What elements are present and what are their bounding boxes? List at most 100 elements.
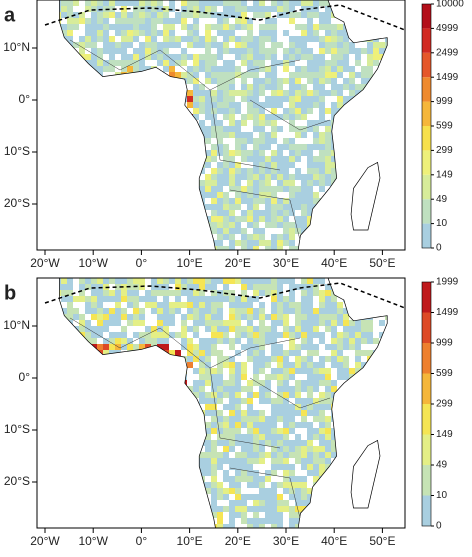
heat-cell: [151, 500, 157, 506]
borders: [69, 317, 331, 519]
heat-cell: [145, 96, 151, 102]
heat-cell: [301, 356, 307, 362]
heat-cell: [307, 512, 313, 518]
heat-cell: [151, 368, 157, 374]
heat-cell: [139, 380, 145, 386]
heat-cell: [379, 392, 385, 398]
heat-cell: [67, 126, 73, 132]
heat-cell: [253, 210, 259, 216]
x-tick-label: 20°E: [225, 256, 251, 270]
heat-cell: [103, 204, 109, 210]
heat-cell: [325, 162, 331, 168]
heat-cell: [331, 344, 337, 350]
heat-cell: [397, 60, 403, 66]
heat-cell: [319, 150, 325, 156]
heat-cell: [91, 126, 97, 132]
heat-cell: [121, 210, 127, 216]
heat-cell: [205, 374, 211, 380]
heat-cell: [319, 332, 325, 338]
heat-cell: [157, 350, 163, 356]
heat-cell: [295, 108, 301, 114]
heat-cell: [349, 398, 355, 404]
heat-cell: [349, 180, 355, 186]
heat-cell: [325, 108, 331, 114]
heat-cell: [271, 494, 277, 500]
heat-cell: [187, 398, 193, 404]
heat-cell: [397, 42, 403, 48]
heat-cell: [379, 96, 385, 102]
heat-cell: [175, 120, 181, 126]
heat-cell: [169, 66, 175, 72]
heat-cell: [175, 362, 181, 368]
heat-cell: [265, 168, 271, 174]
heat-cell: [199, 386, 205, 392]
heat-cell: [295, 356, 301, 362]
heat-cell: [73, 204, 79, 210]
heat-cell: [187, 308, 193, 314]
heat-cell: [37, 296, 43, 302]
heat-cell: [217, 120, 223, 126]
heat-cell: [85, 102, 91, 108]
heat-cell: [379, 446, 385, 452]
heat-cell: [175, 296, 181, 302]
heat-cell: [253, 296, 259, 302]
heat-cell: [391, 144, 397, 150]
heat-cell: [217, 374, 223, 380]
heat-cell: [175, 434, 181, 440]
heat-cell: [253, 144, 259, 150]
heat-cell: [289, 228, 295, 234]
heat-cell: [133, 290, 139, 296]
heat-cell: [199, 102, 205, 108]
heat-cell: [403, 428, 409, 434]
heat-cell: [61, 512, 67, 518]
x-tick-label: 20°W: [30, 534, 60, 548]
heat-cell: [85, 138, 91, 144]
heat-cell: [145, 470, 151, 476]
heat-cell: [151, 168, 157, 174]
heat-cell: [223, 84, 229, 90]
heat-cell: [217, 234, 223, 240]
heat-cell: [145, 156, 151, 162]
heat-cell: [211, 428, 217, 434]
legend-label: 299: [436, 145, 453, 156]
heat-cell: [193, 84, 199, 90]
heat-cell: [59, 48, 61, 54]
heat-cell: [67, 180, 73, 186]
heat-cell: [79, 72, 85, 78]
heat-cell: [157, 216, 163, 222]
heat-cell: [235, 48, 241, 54]
heat-cell: [283, 222, 289, 228]
heat-cell: [301, 96, 307, 102]
heat-cell: [145, 398, 151, 404]
heat-cell: [187, 518, 193, 524]
heat-cell: [145, 416, 151, 422]
heat-cell: [325, 500, 331, 506]
heat-cell: [247, 186, 253, 192]
heat-cell: [241, 234, 247, 240]
heat-cell: [343, 368, 349, 374]
heat-cell: [199, 156, 205, 162]
heat-cell: [403, 308, 409, 314]
heat-cell: [319, 0, 325, 6]
heat-cell: [97, 440, 103, 446]
heat-cell: [49, 290, 55, 296]
heat-cell: [283, 228, 289, 234]
heat-cell: [271, 470, 277, 476]
heat-cell: [367, 326, 373, 332]
heat-cell: [127, 228, 133, 234]
heat-cell: [397, 284, 403, 290]
heat-cell: [373, 290, 379, 296]
heat-cell: [79, 482, 85, 488]
heat-cell: [295, 48, 301, 54]
heat-cell: [397, 120, 403, 126]
heat-cell: [97, 156, 103, 162]
heat-cell: [103, 126, 109, 132]
heat-cell: [223, 452, 229, 458]
heat-cell: [283, 240, 289, 246]
heat-cell: [145, 422, 151, 428]
heat-cell: [175, 198, 181, 204]
heat-cell: [325, 18, 331, 24]
heat-cell: [169, 144, 175, 150]
heat-cell: [307, 198, 313, 204]
heat-cell: [91, 362, 97, 368]
